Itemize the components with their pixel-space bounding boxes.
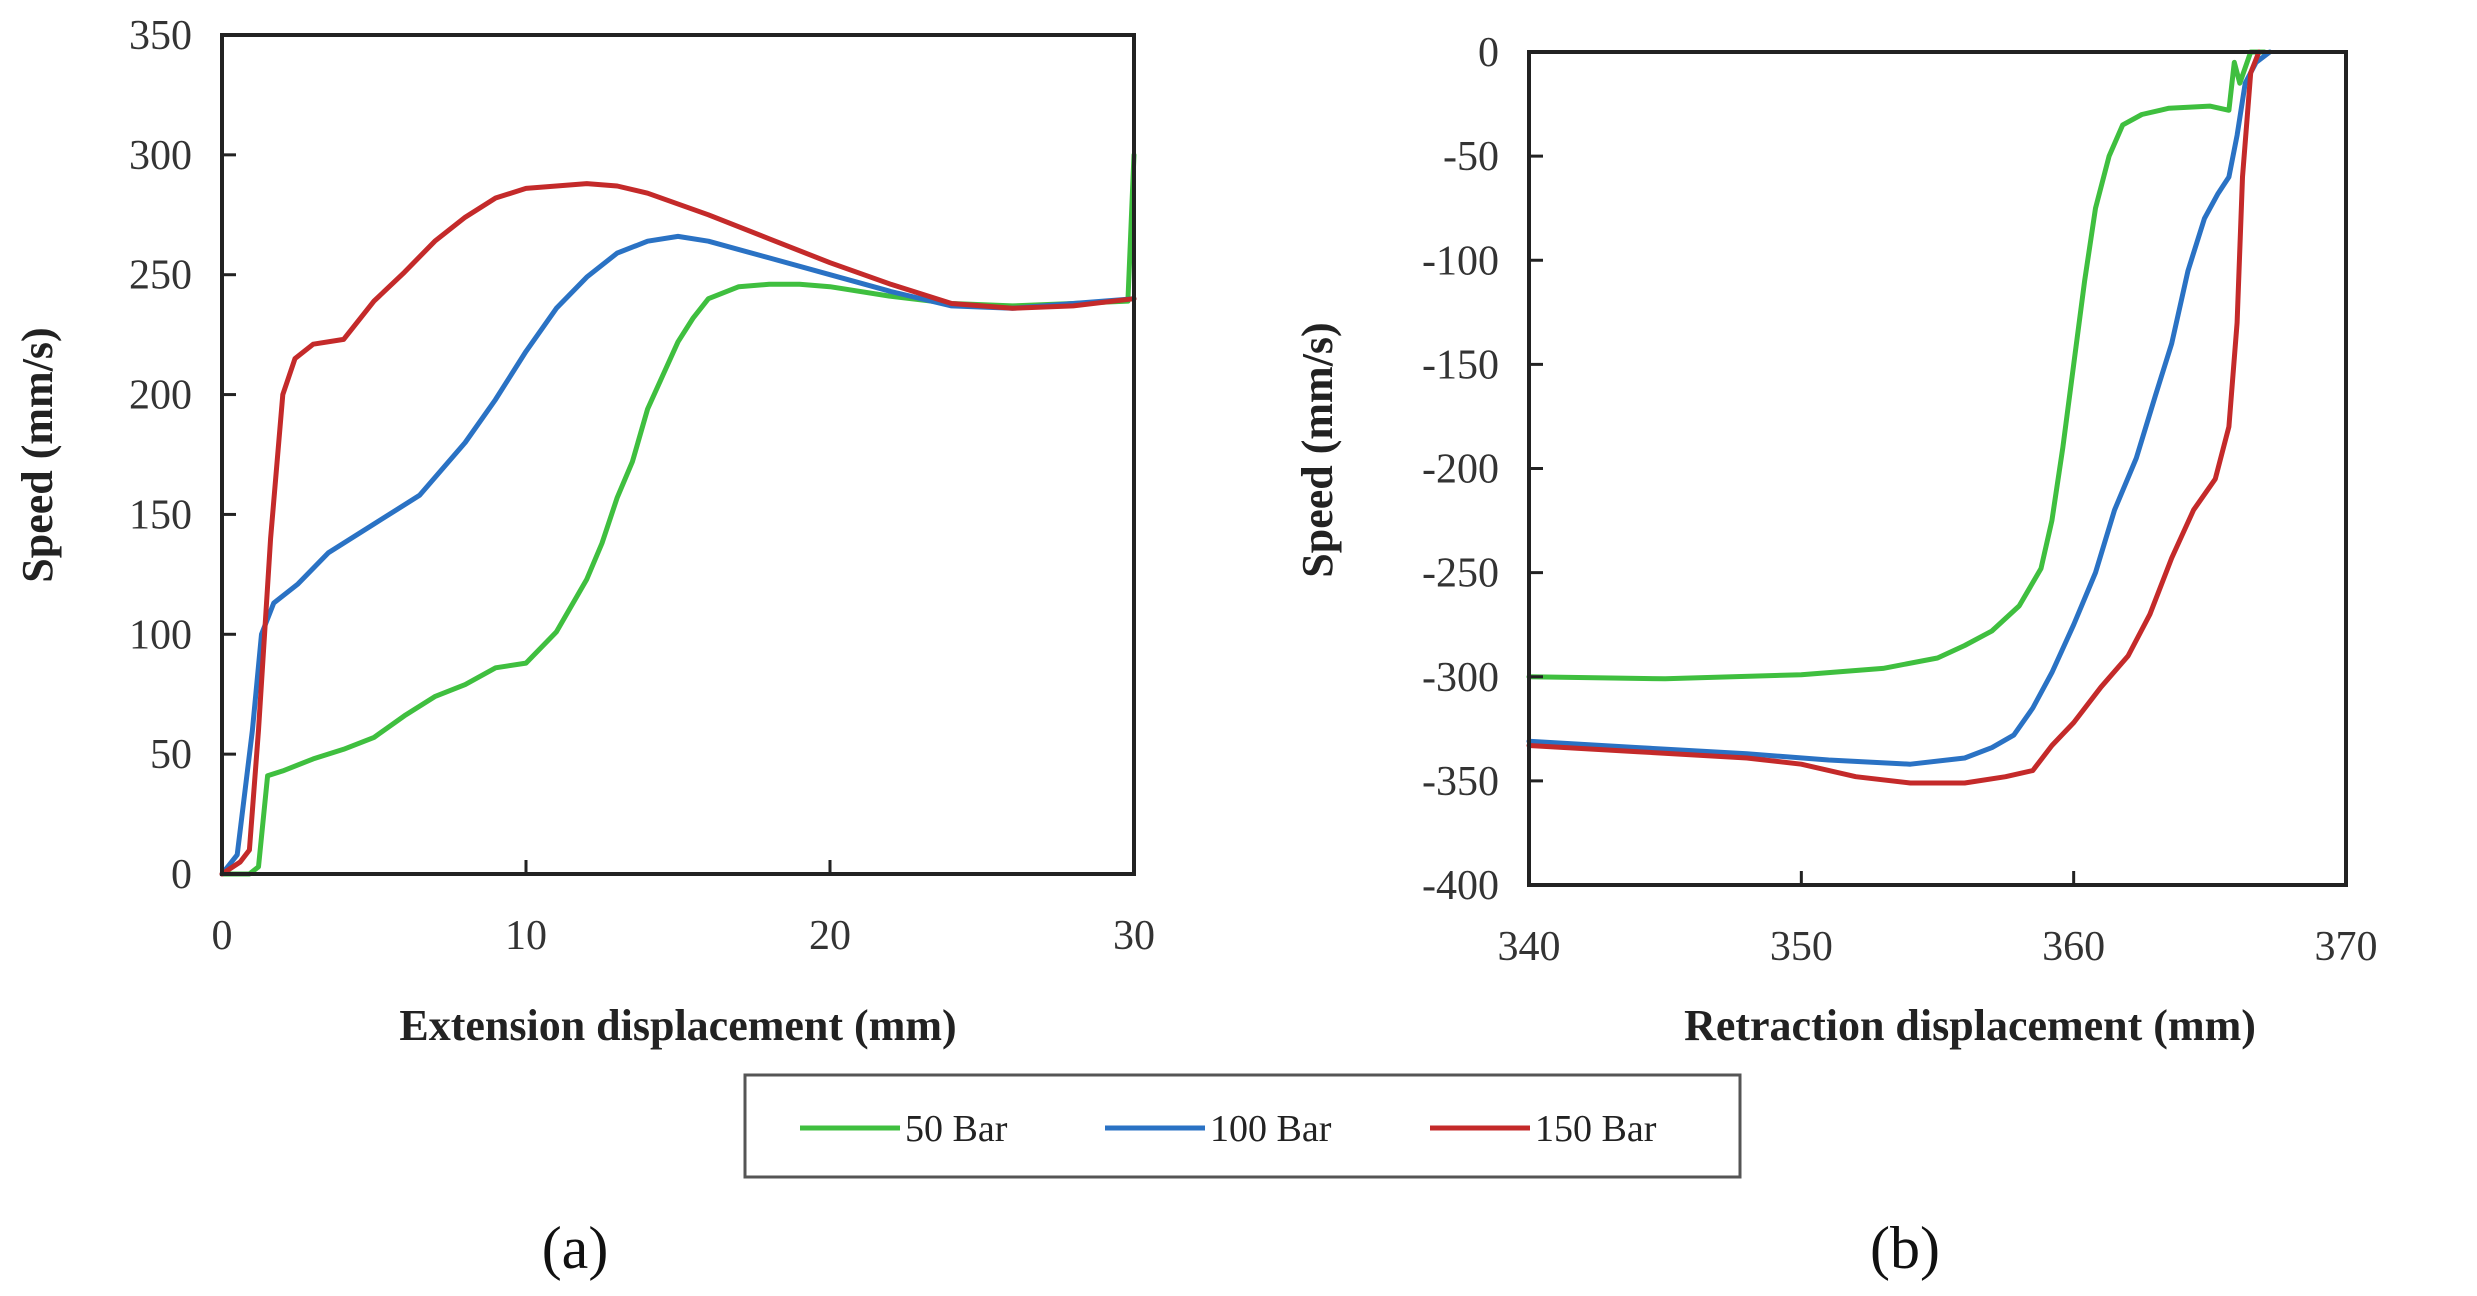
x-tick-label: 30	[1113, 913, 1155, 959]
x-tick-label: 10	[505, 913, 547, 959]
series-line-100-bar	[219, 233, 1137, 877]
chart-panel-b: 340 350 360 370 0 -50 -100 -150 -200 -250 -300 -350…	[1293, 30, 2378, 1050]
y-tick-label: -400	[1422, 863, 1499, 909]
series-line-50-bar	[1526, 49, 2267, 682]
series-line-100-bar	[1526, 49, 2273, 767]
y-tick-label: 100	[129, 612, 192, 658]
series-line-50-bar	[219, 152, 1137, 877]
x-axis-label-b: Retraction displacement (mm)	[1684, 1001, 2256, 1050]
y-tick-label: -300	[1422, 655, 1499, 701]
y-tick-label: 250	[129, 253, 192, 299]
x-tick-label: 20	[809, 913, 851, 959]
y-axis-label-a: Speed (mm/s)	[13, 327, 62, 582]
legend: 50 Bar 100 Bar 150 Bar	[743, 1073, 1742, 1179]
x-tick-label: 340	[1498, 924, 1561, 970]
y-tick-label: 350	[129, 13, 192, 59]
y-tick-label: 200	[129, 373, 192, 419]
y-tick-label: -200	[1422, 447, 1499, 493]
y-tick-label: -50	[1443, 134, 1499, 180]
caption-b: (b)	[1870, 1215, 1940, 1281]
y-tick-label: -100	[1422, 238, 1499, 284]
legend-label-150: 150 Bar	[1535, 1108, 1657, 1150]
y-tick-label: 50	[150, 732, 192, 778]
series-line-150-bar	[219, 181, 1137, 877]
x-axis-label-a: Extension displacement (mm)	[399, 1001, 956, 1050]
y-tick-label: 300	[129, 133, 192, 179]
y-tick-label: -250	[1422, 551, 1499, 597]
series-line-150-bar	[1526, 49, 2262, 786]
x-tick-label: 0	[212, 913, 233, 959]
x-tick-label: 370	[2315, 924, 2378, 970]
y-axis-label-b: Speed (mm/s)	[1293, 322, 1342, 577]
legend-label-50: 50 Bar	[905, 1108, 1008, 1150]
y-tick-label: -150	[1422, 342, 1499, 388]
y-tick-label: 0	[171, 852, 192, 898]
y-tick-label: -350	[1422, 759, 1499, 805]
plot-frame-a	[220, 33, 1136, 876]
x-tick-label: 360	[2042, 924, 2105, 970]
legend-box	[743, 1073, 1742, 1179]
legend-label-100: 100 Bar	[1210, 1108, 1332, 1150]
y-tick-label: 0	[1478, 30, 1499, 76]
x-tick-label: 350	[1770, 924, 1833, 970]
y-tick-label: 150	[129, 492, 192, 538]
caption-a: (a)	[542, 1215, 609, 1281]
